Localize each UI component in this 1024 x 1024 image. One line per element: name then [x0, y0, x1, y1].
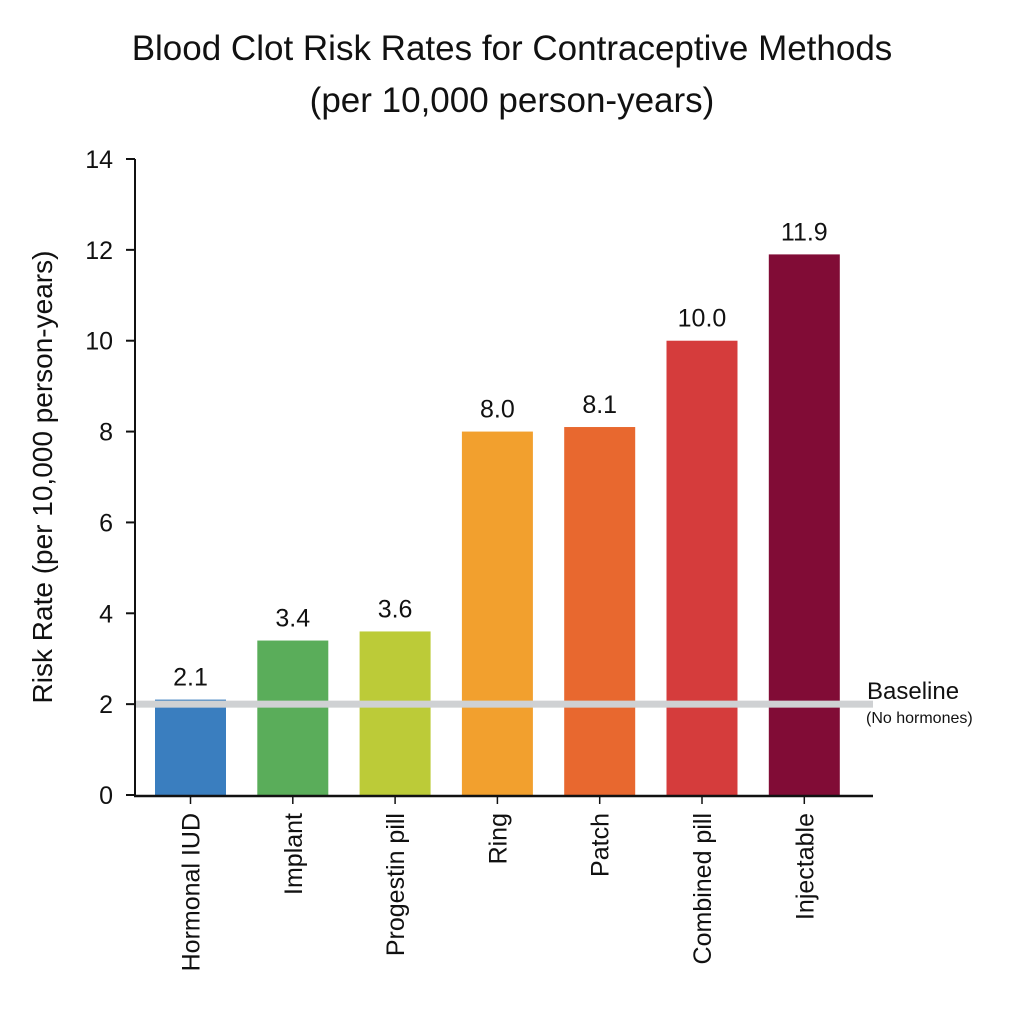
y-tick-label: 2 — [99, 691, 113, 719]
chart-title: Blood Clot Risk Rates for Contraceptive … — [132, 29, 893, 68]
y-tick-label: 12 — [85, 237, 113, 265]
bar-value-label: 8.1 — [582, 391, 617, 419]
x-tick-label: Hormonal IUD — [178, 813, 206, 971]
bar — [257, 640, 329, 795]
chart-subtitle: (per 10,000 person-years) — [310, 81, 715, 120]
bar — [461, 431, 533, 795]
x-tick-label: Patch — [587, 813, 615, 877]
bar-value-label: 3.4 — [275, 605, 310, 633]
y-axis-label: Risk Rate (per 10,000 person-years) — [27, 251, 58, 704]
y-tick-label: 10 — [85, 328, 113, 356]
bar-value-label: 3.6 — [378, 595, 413, 623]
baseline-line — [136, 700, 873, 708]
x-tick-label: Combined pill — [689, 813, 717, 964]
x-tick-label: Ring — [484, 813, 512, 864]
bar — [155, 699, 226, 795]
y-tick-label: 0 — [99, 782, 113, 810]
baseline-label: Baseline — [867, 678, 959, 705]
x-tick-label: Progestin pill — [382, 813, 410, 956]
x-tick-label: Injectable — [791, 813, 819, 920]
y-tick-label: 8 — [99, 419, 113, 447]
y-tick-label: 6 — [99, 509, 113, 537]
y-tick-label: 4 — [99, 600, 113, 628]
baseline-sublabel: (No hormones) — [866, 710, 973, 727]
y-tick-label: 14 — [85, 146, 113, 174]
bar — [666, 340, 738, 795]
bar-value-label: 2.1 — [173, 664, 208, 692]
bar-value-label: 8.0 — [480, 396, 515, 424]
bar-value-label: 10.0 — [678, 305, 727, 333]
bar-value-label: 11.9 — [781, 218, 828, 246]
x-tick-label: Implant — [280, 813, 308, 895]
bar — [359, 631, 431, 795]
bar — [564, 427, 636, 795]
bar — [768, 254, 840, 795]
